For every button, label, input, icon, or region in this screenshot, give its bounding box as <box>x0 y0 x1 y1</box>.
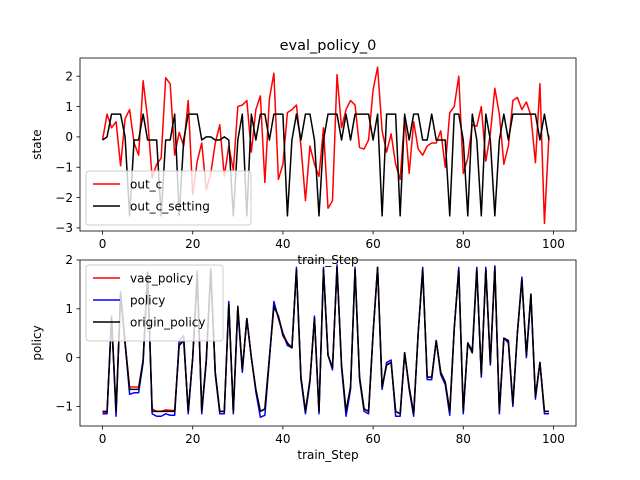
y-tick-label: 1 <box>65 100 73 114</box>
subplot-policy: 0 20 40 60 80 100−1012train_Steppolicyvae_pol… <box>30 253 577 462</box>
legend-label: out_c <box>130 177 162 191</box>
x-tick-label: 60 <box>365 432 380 446</box>
legend-label: out_c_setting <box>130 199 210 213</box>
legend-label: vae_policy <box>130 271 193 285</box>
x-axis-label: train_Step <box>297 448 358 462</box>
legend-box <box>85 264 224 342</box>
series-line-origin-policy <box>102 266 549 415</box>
x-tick-label: 0 <box>99 432 107 446</box>
x-tick-label: 0 <box>99 237 107 251</box>
x-tick-label: 40 <box>275 237 290 251</box>
x-tick-label: 100 <box>542 432 565 446</box>
y-tick-label: −1 <box>55 160 73 174</box>
y-tick-label: −1 <box>55 400 73 414</box>
legend-label: policy <box>130 293 165 307</box>
x-tick-label: 40 <box>275 432 290 446</box>
x-tick-label: 20 <box>185 237 200 251</box>
subplot-state: 0 20 40 60 80 100−3−2−1012train_Stepstateout_… <box>30 57 577 267</box>
y-axis-label: state <box>30 129 44 159</box>
figure-title: eval_policy_0 <box>280 38 377 54</box>
x-tick-label: 60 <box>365 237 380 251</box>
legend-label: origin_policy <box>130 315 206 329</box>
axes-frame-policy <box>79 259 577 427</box>
x-tick-label: 80 <box>456 237 471 251</box>
legend-box <box>85 170 252 226</box>
y-tick-label: 2 <box>65 69 73 83</box>
y-axis-label: policy <box>30 325 44 360</box>
y-tick-label: −2 <box>55 191 73 205</box>
y-tick-label: 1 <box>65 302 73 316</box>
y-tick-label: 0 <box>65 130 73 144</box>
axes-frame-state <box>79 57 577 232</box>
y-tick-label: 2 <box>65 253 73 267</box>
y-tick-label: 0 <box>65 351 73 365</box>
x-tick-label: 80 <box>456 432 471 446</box>
x-tick-label: 100 <box>542 237 565 251</box>
x-tick-label: 20 <box>185 432 200 446</box>
legend-state: out_c out_c_setting <box>85 170 252 226</box>
series-line-out-c-setting <box>102 113 550 217</box>
y-tick-label: −3 <box>55 221 73 235</box>
